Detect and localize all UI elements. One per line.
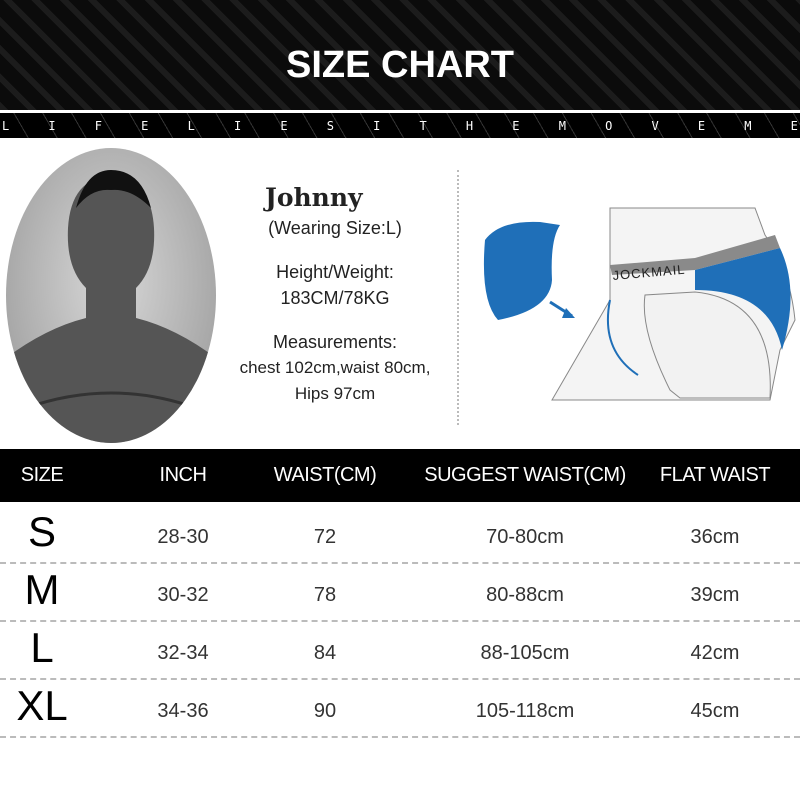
inch-cell: 28-30 bbox=[157, 526, 209, 548]
measurements-line2: Hips 97cm bbox=[294, 384, 376, 403]
tagline-letter: E bbox=[280, 118, 288, 133]
suggest-waist-cell: 70-80cm bbox=[486, 526, 564, 548]
header-suggest-waist: SUGGEST WAIST(CM) bbox=[424, 464, 626, 486]
waist-cell: 72 bbox=[313, 526, 337, 548]
page-title: SIZE CHART bbox=[286, 44, 514, 86]
header-inch: INCH bbox=[159, 464, 207, 486]
tagline-letter: E bbox=[141, 118, 149, 133]
table-row: L 32-34 84 88-105cm 42cm bbox=[0, 622, 800, 680]
header-size: SIZE bbox=[20, 464, 64, 486]
size-cell: L bbox=[30, 624, 54, 671]
inch-cell: 32-34 bbox=[157, 642, 209, 664]
measurements-label: Measurements: bbox=[272, 332, 398, 352]
table-row: S 28-30 72 70-80cm 36cm bbox=[0, 506, 800, 564]
tagline-letter: M bbox=[558, 118, 566, 133]
flat-waist-cell: 36cm bbox=[690, 526, 740, 548]
tagline-letter: I bbox=[48, 118, 56, 133]
tagline-letter: S bbox=[326, 118, 334, 133]
flat-waist-cell: 45cm bbox=[690, 700, 740, 722]
size-cell: M bbox=[24, 566, 60, 613]
model-photo bbox=[6, 148, 216, 443]
waist-cell: 78 bbox=[313, 584, 337, 606]
suggest-waist-cell: 105-118cm bbox=[475, 700, 575, 722]
tagline-letter: T bbox=[419, 118, 427, 133]
model-info: Johnny (Wearing Size:L) Height/Weight: 1… bbox=[230, 185, 440, 407]
tagline-letter: V bbox=[651, 118, 659, 133]
size-cell: XL bbox=[16, 682, 68, 729]
flat-waist-cell: 42cm bbox=[690, 642, 740, 664]
model-name: Johnny bbox=[265, 183, 363, 212]
header-banner: SIZE CHART bbox=[0, 0, 800, 110]
tagline-letter: E bbox=[697, 118, 706, 133]
brand-label: JOCKMAIL bbox=[612, 262, 686, 283]
suggest-waist-cell: 88-105cm bbox=[480, 642, 570, 664]
header-waist: WAIST(CM) bbox=[273, 464, 377, 486]
waist-cell: 84 bbox=[313, 642, 337, 664]
divider bbox=[457, 170, 459, 425]
tagline-letter: L bbox=[2, 118, 10, 133]
tagline-letter: I bbox=[373, 118, 381, 133]
tagline-letter: M bbox=[744, 118, 752, 133]
table-row: XL 34-36 90 105-118cm 45cm bbox=[0, 680, 800, 738]
height-weight-value: 183CM/78KG bbox=[280, 288, 390, 308]
tagline-letter: E bbox=[512, 118, 520, 133]
flat-waist-cell: 39cm bbox=[690, 584, 740, 606]
tagline-letter: F bbox=[94, 118, 103, 133]
height-weight-label: Height/Weight: bbox=[276, 262, 394, 282]
tagline-letter: E bbox=[790, 118, 798, 133]
tagline-letter: L bbox=[187, 118, 195, 133]
header-flat-waist: FLAT WAIST bbox=[659, 464, 771, 486]
size-cell: S bbox=[27, 508, 57, 555]
waist-cell: 90 bbox=[313, 700, 337, 722]
tagline-letter: O bbox=[605, 118, 613, 133]
tagline-letter: I bbox=[233, 118, 242, 133]
tagline-letter: H bbox=[465, 118, 474, 133]
inch-cell: 34-36 bbox=[157, 700, 209, 722]
suggest-waist-cell: 80-88cm bbox=[486, 584, 564, 606]
pouch-illustration: JOCKMAIL bbox=[470, 180, 800, 425]
inch-cell: 30-32 bbox=[157, 584, 209, 606]
wearing-size: (Wearing Size:L) bbox=[268, 218, 402, 238]
table-row: M 30-32 78 80-88cm 39cm bbox=[0, 564, 800, 622]
measurements-line1: chest 102cm,waist 80cm, bbox=[239, 358, 431, 377]
table-header: SIZE INCH WAIST(CM) SUGGEST WAIST(CM) FL… bbox=[0, 449, 800, 502]
